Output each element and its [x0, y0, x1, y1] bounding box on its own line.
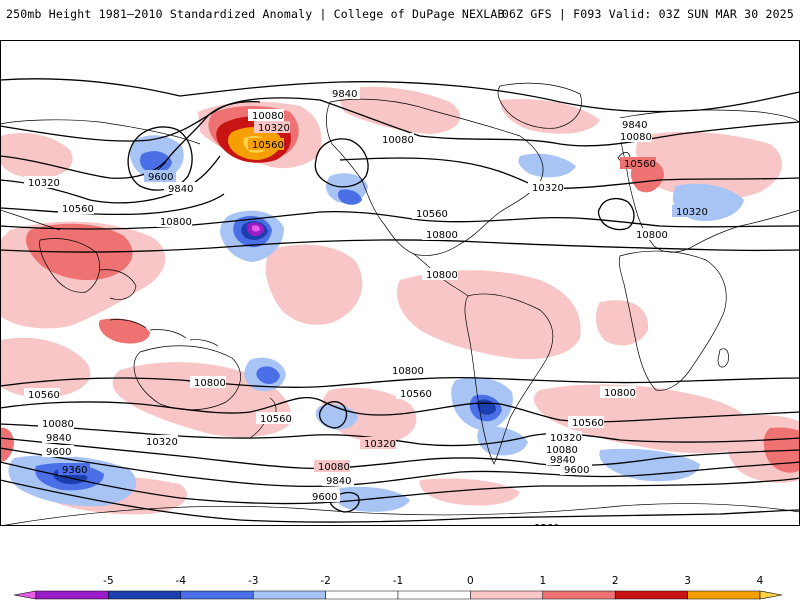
map-canvas: 9840 10080 10320 10560 9600 9840 10320 1…	[0, 40, 800, 526]
colorbar-tick-label: -5	[103, 575, 113, 587]
contour-label: 10560	[62, 204, 94, 215]
contour-label: 10800	[194, 378, 226, 389]
contour-label: 10080	[546, 445, 578, 456]
contour-label: 10080	[382, 135, 414, 146]
colorbar-arrow-low	[13, 590, 37, 600]
contour-label: 9840	[326, 476, 351, 487]
model-valid-time: 06Z GFS | F093 Valid: 03Z SUN MAR 30 202…	[501, 7, 794, 21]
colorbar-svg: -5-4-3-2-1012345	[13, 575, 783, 600]
contour-label: 10320	[532, 183, 564, 194]
contour-label: 9840	[168, 184, 193, 195]
colorbar-tick-label: 1	[539, 575, 546, 587]
contour-label: 10320	[676, 207, 708, 218]
contour-label: 10800	[426, 270, 458, 281]
contour-label: 10320	[364, 439, 396, 450]
contour-label: 10320	[28, 178, 60, 189]
colorbar-tick-label: -3	[248, 575, 258, 587]
contour-label: 9600	[148, 172, 173, 183]
contour-label: 10080	[42, 419, 74, 430]
header-bar: 250mb Height 1981–2010 Standardized Anom…	[0, 0, 800, 30]
contour-label: 9360	[534, 523, 559, 526]
colorbar-tick-label: 2	[612, 575, 619, 587]
map-title: 250mb Height 1981–2010 Standardized Anom…	[6, 7, 505, 21]
colorbar-bin	[325, 590, 399, 600]
contour-label: 9600	[312, 492, 337, 503]
contour-label: 10800	[426, 230, 458, 241]
colorbar-bin	[470, 590, 544, 600]
contour-label: 10560	[572, 418, 604, 429]
contour-label: 10560	[400, 389, 432, 400]
contour-label: 9840	[332, 89, 357, 100]
contour-label: 9840	[46, 433, 71, 444]
colorbar-bin	[687, 590, 761, 600]
colorbar-ticks: -5-4-3-2-1012345	[103, 575, 764, 587]
contour-label: 10080	[620, 132, 652, 143]
contour-label: 10560	[28, 390, 60, 401]
colorbar-arrow-high	[759, 590, 783, 600]
colorbar-tick-label: 3	[684, 575, 691, 587]
contour-label: 9840	[622, 120, 647, 131]
anomaly-map: 9840 10080 10320 10560 9600 9840 10320 1…	[0, 40, 800, 526]
contour-label: 10560	[260, 414, 292, 425]
contour-label: 10080	[318, 462, 350, 473]
colorbar-bin	[180, 590, 254, 600]
contour-label: 9360	[62, 465, 87, 476]
colorbar-tick-label: -2	[320, 575, 330, 587]
contour-labels: 9840 10080 10320 10560 9600 9840 10320 1…	[24, 87, 708, 526]
contour-label: 10320	[550, 433, 582, 444]
contour-label: 9600	[564, 465, 589, 476]
contour-label: 9600	[46, 447, 71, 458]
colorbar-tick-label: -4	[176, 575, 187, 587]
contour-label: 10080	[252, 111, 284, 122]
contour-label: 10320	[258, 123, 290, 134]
colorbar-bin	[542, 590, 616, 600]
contour-label: 9840	[550, 455, 575, 466]
contour-label: 10560	[416, 209, 448, 220]
colorbar-bins	[13, 590, 783, 600]
colorbar: -5-4-3-2-1012345	[0, 570, 800, 600]
contour-label: 10800	[160, 217, 192, 228]
colorbar-tick-label: -1	[393, 575, 403, 587]
colorbar-bin	[108, 590, 182, 600]
colorbar-bin	[614, 590, 688, 600]
colorbar-tick-label: 4	[757, 575, 764, 587]
contour-label: 10560	[252, 140, 284, 151]
colorbar-bin	[35, 590, 109, 600]
colorbar-bin	[252, 590, 326, 600]
contour-label: 10800	[604, 388, 636, 399]
contour-label: 10560	[624, 159, 656, 170]
contour-label: 10800	[636, 230, 668, 241]
colorbar-bin	[397, 590, 471, 600]
contour-label: 10320	[146, 437, 178, 448]
contour-label: 10800	[392, 366, 424, 377]
colorbar-tick-label: 0	[467, 575, 474, 587]
negative-anomaly-extreme	[246, 222, 264, 237]
height-contours	[0, 78, 800, 523]
